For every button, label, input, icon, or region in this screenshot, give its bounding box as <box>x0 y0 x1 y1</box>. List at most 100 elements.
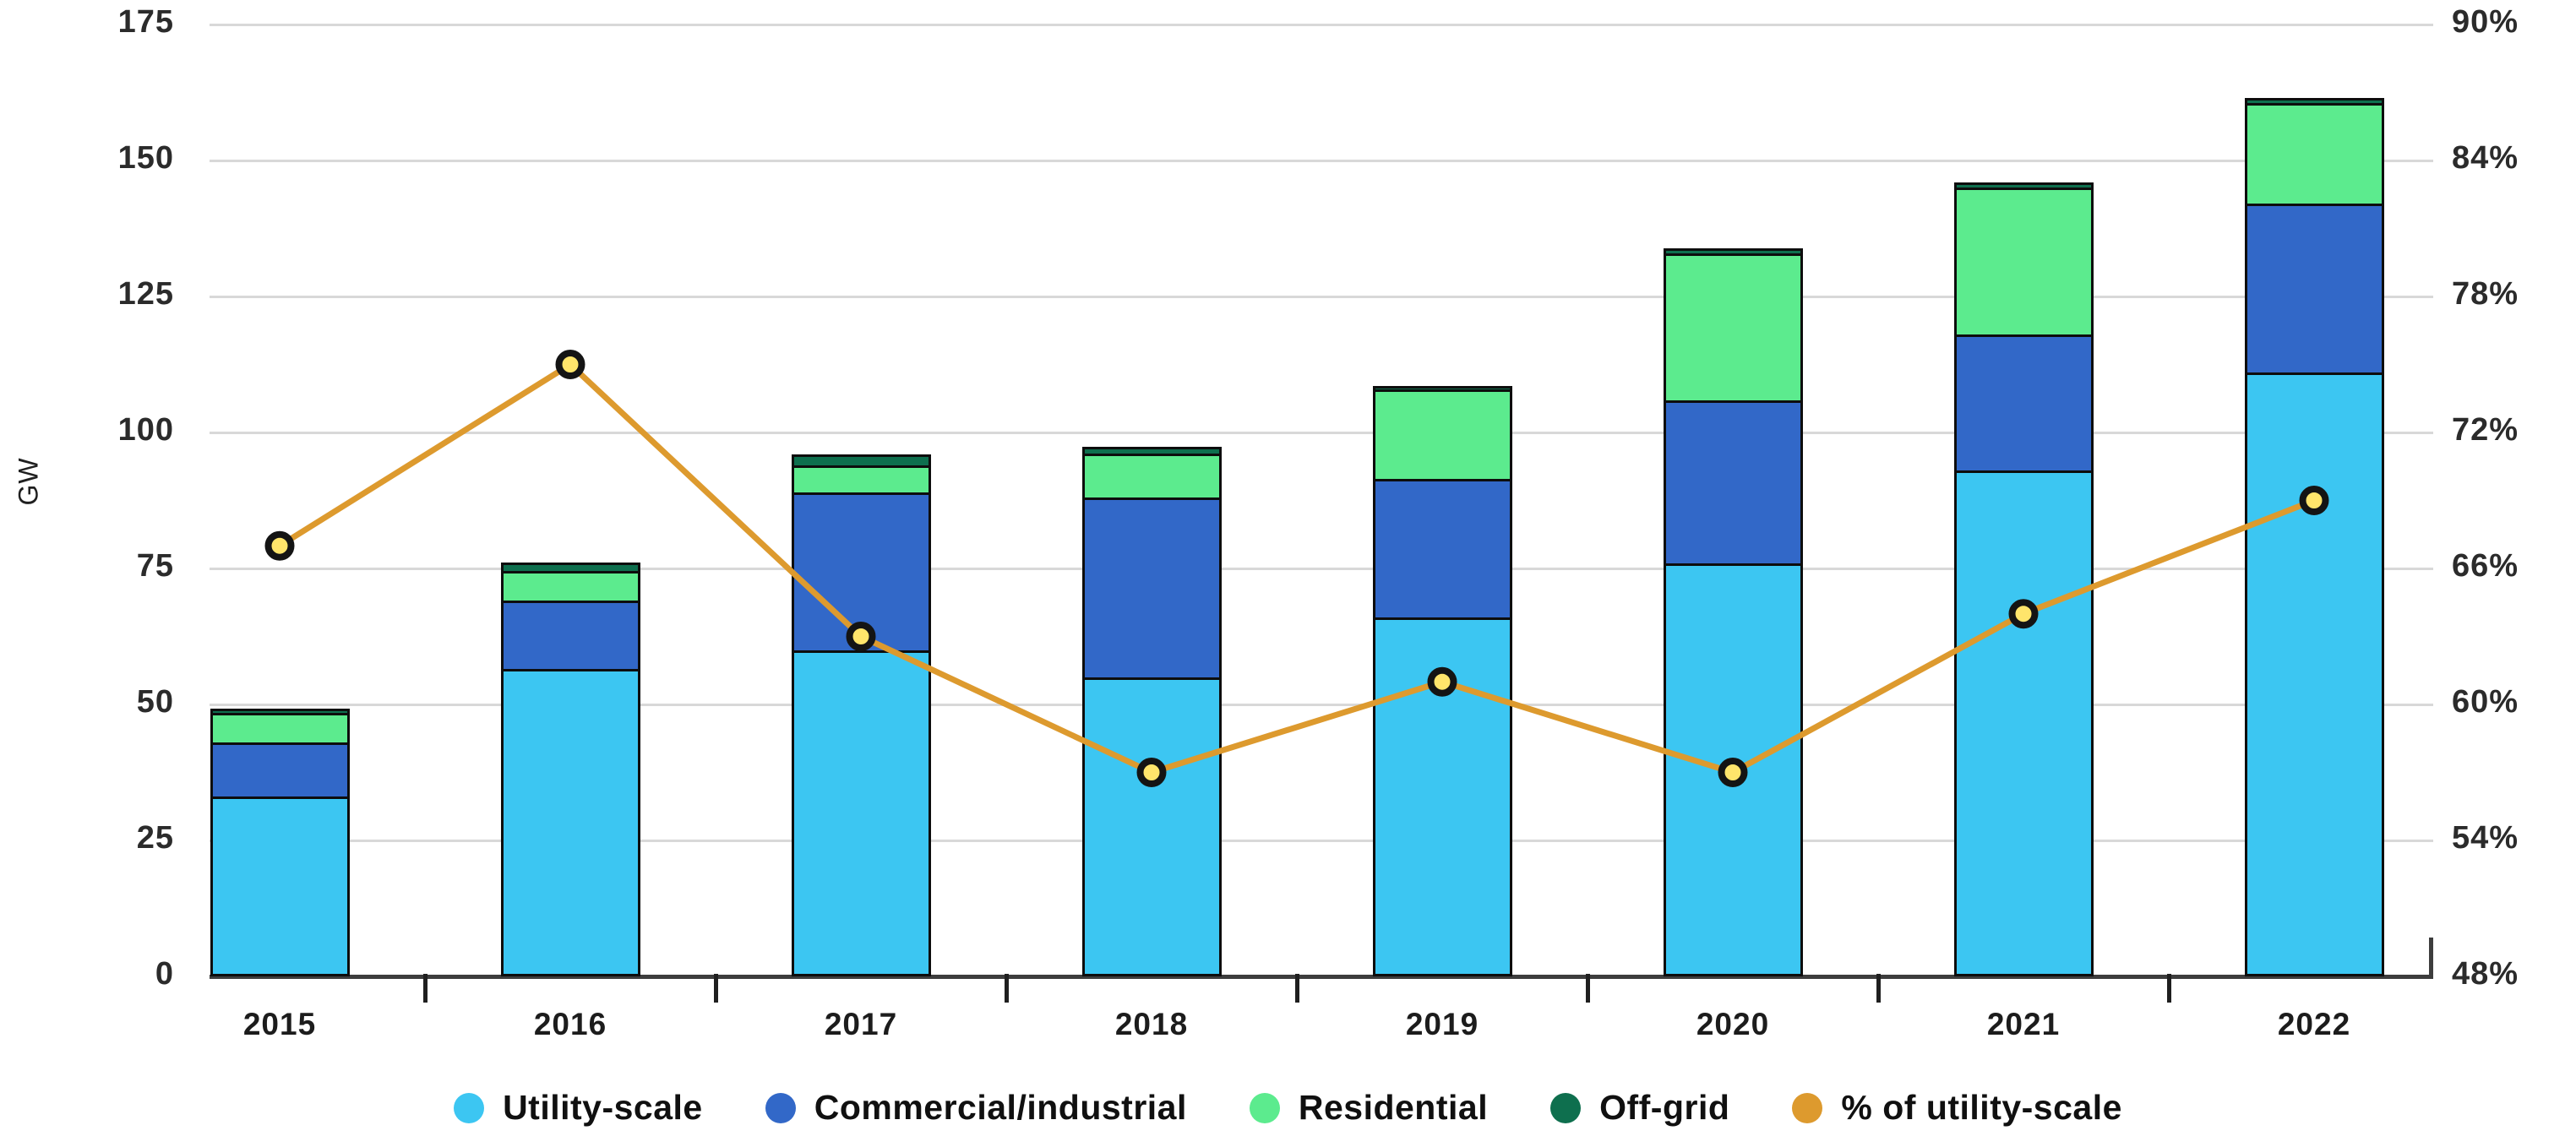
legend-label: Off-grid <box>1599 1088 1730 1127</box>
bar-segment-utility-scale-2015[interactable] <box>210 796 350 976</box>
gridline <box>210 840 2433 842</box>
bar-segment-residential-2017[interactable] <box>791 465 931 492</box>
bar-2022 <box>2244 98 2384 976</box>
pct-line-marker-2018[interactable] <box>1136 758 1167 787</box>
bar-segment-utility-scale-2022[interactable] <box>2244 372 2384 976</box>
bar-segment-utility-scale-2016[interactable] <box>500 669 640 976</box>
bar-2016 <box>500 563 640 976</box>
legend-label: Residential <box>1298 1088 1489 1127</box>
bar-segment-utility-scale-2017[interactable] <box>791 650 931 976</box>
x-axis-line <box>210 975 2433 979</box>
bar-segment-off-grid-2021[interactable] <box>1953 182 2094 188</box>
bar-segment-commercial-industrial-2016[interactable] <box>500 601 640 669</box>
y-axis-right-tick-label: 90% <box>2452 4 2519 40</box>
bar-segment-off-grid-2019[interactable] <box>1372 386 1512 389</box>
pct-line-marker-2019[interactable] <box>1427 666 1457 697</box>
pct-line-marker-2020[interactable] <box>1718 758 1748 787</box>
x-axis-tick-label: 2022 <box>2277 1007 2351 1041</box>
legend-item-commercial-industrial[interactable]: Commercial/industrial <box>765 1088 1187 1128</box>
bar-segment-commercial-industrial-2021[interactable] <box>1953 334 2094 470</box>
x-axis-tick-label: 2021 <box>1986 1007 2061 1041</box>
pct-line-marker-2016[interactable] <box>555 350 585 379</box>
pct-line-marker-2021[interactable] <box>2008 599 2039 629</box>
x-axis-tick <box>1586 974 1590 1003</box>
bar-segment-utility-scale-2018[interactable] <box>1081 677 1222 976</box>
plot-area <box>210 24 2433 979</box>
legend-label: Utility-scale <box>503 1088 703 1127</box>
gridline <box>210 24 2433 26</box>
bar-2021 <box>1953 182 2094 976</box>
bar-segment-off-grid-2020[interactable] <box>1663 248 1803 253</box>
x-axis-tick-label: 2017 <box>824 1007 898 1041</box>
gridline <box>210 432 2433 434</box>
legend-item-utility-scale[interactable]: Utility-scale <box>454 1088 703 1128</box>
y-axis-right-tick-label: 78% <box>2452 276 2519 312</box>
legend-item-residential[interactable]: Residential <box>1249 1088 1489 1128</box>
x-axis-tick-label: 2016 <box>533 1007 607 1041</box>
legend-item-of-utility-scale[interactable]: % of utility-scale <box>1792 1088 2122 1128</box>
bar-2018 <box>1081 447 1222 976</box>
legend-label: % of utility-scale <box>1841 1088 2122 1127</box>
legend-label: Commercial/industrial <box>814 1088 1187 1127</box>
x-axis-tick <box>1005 974 1009 1003</box>
pct-line-marker-2022[interactable] <box>2299 486 2329 515</box>
legend-dot-utility-scale <box>454 1092 485 1123</box>
y-axis-left-tick-label: 175 <box>117 4 174 40</box>
bar-segment-commercial-industrial-2019[interactable] <box>1372 479 1512 617</box>
x-axis-tick <box>1876 974 1881 1003</box>
y-axis-title: GW <box>13 457 44 506</box>
bar-segment-residential-2018[interactable] <box>1081 454 1222 497</box>
legend-item-off-grid[interactable]: Off-grid <box>1550 1088 1729 1128</box>
bar-segment-residential-2015[interactable] <box>210 713 350 742</box>
pct-line-marker-2015[interactable] <box>264 530 295 561</box>
bar-segment-commercial-industrial-2020[interactable] <box>1663 400 1803 563</box>
y-axis-left-tick-label: 50 <box>136 684 174 720</box>
x-axis-tick <box>423 974 428 1003</box>
x-axis-tick-label: 2019 <box>1405 1007 1479 1041</box>
bar-segment-commercial-industrial-2022[interactable] <box>2244 204 2384 372</box>
bar-segment-residential-2019[interactable] <box>1372 389 1512 479</box>
bar-2020 <box>1663 248 1803 976</box>
bar-segment-residential-2021[interactable] <box>1953 188 2094 334</box>
bar-segment-utility-scale-2021[interactable] <box>1953 470 2094 976</box>
y-axis-right-tick-label: 66% <box>2452 548 2519 584</box>
bar-segment-off-grid-2015[interactable] <box>210 709 350 713</box>
y-axis-right-tick-label: 48% <box>2452 956 2519 992</box>
x-axis-tick-label: 2018 <box>1114 1007 1189 1041</box>
y-axis-left-tick-label: 25 <box>136 820 174 856</box>
bar-segment-off-grid-2017[interactable] <box>791 454 931 465</box>
gridline <box>210 704 2433 706</box>
axis-end-tick <box>2429 938 2433 976</box>
bar-segment-commercial-industrial-2015[interactable] <box>210 742 350 796</box>
legend-dot-off-grid <box>1550 1092 1582 1123</box>
bar-segment-off-grid-2018[interactable] <box>1081 447 1222 454</box>
y-axis-left-tick-label: 0 <box>155 956 174 992</box>
x-axis-tick <box>714 974 718 1003</box>
bar-segment-off-grid-2022[interactable] <box>2244 98 2384 103</box>
bar-segment-residential-2022[interactable] <box>2244 103 2384 204</box>
gridline <box>210 296 2433 298</box>
gridline <box>210 568 2433 570</box>
pct-of-utility-scale-line <box>278 361 2316 776</box>
y-axis-right-tick-label: 84% <box>2452 140 2519 176</box>
x-axis-tick-label: 2020 <box>1696 1007 1770 1041</box>
y-axis-left-tick-label: 150 <box>117 140 174 176</box>
x-axis-tick-label: 2015 <box>242 1007 317 1041</box>
bar-segment-commercial-industrial-2018[interactable] <box>1081 497 1222 677</box>
y-axis-right-tick-label: 72% <box>2452 412 2519 448</box>
legend-dot-residential <box>1249 1092 1280 1123</box>
pct-line-marker-2017[interactable] <box>846 622 876 651</box>
bar-segment-residential-2020[interactable] <box>1663 253 1803 400</box>
bar-segment-utility-scale-2020[interactable] <box>1663 563 1803 976</box>
y-axis-left-tick-label: 75 <box>136 548 174 584</box>
y-axis-right-tick-label: 54% <box>2452 820 2519 856</box>
legend-dot-of-utility-scale <box>1792 1092 1823 1123</box>
pct-line-layer <box>264 350 2329 787</box>
bar-segment-residential-2016[interactable] <box>500 571 640 601</box>
bar-2015 <box>210 709 350 976</box>
y-axis-right-tick-label: 60% <box>2452 684 2519 720</box>
y-axis-left-tick-label: 125 <box>117 276 174 312</box>
bar-segment-off-grid-2016[interactable] <box>500 563 640 571</box>
y-axis-left-tick-label: 100 <box>117 412 174 448</box>
